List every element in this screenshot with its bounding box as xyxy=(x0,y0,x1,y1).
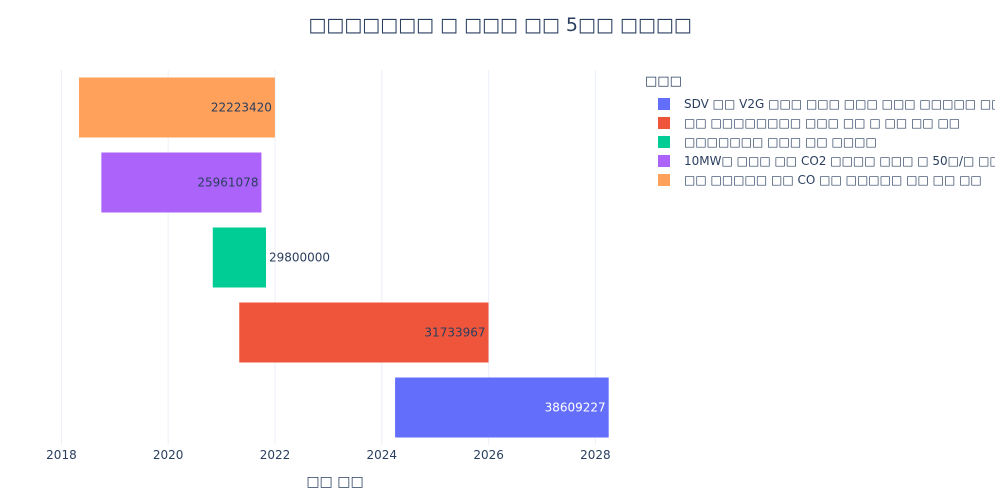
legend-label: □□ □□□□□ □□ CO □□ □□□□□ □□ □□ □□ xyxy=(684,172,982,187)
legend-item-4[interactable]: 10MW□ □□□ □□ CO2 □□□□ □□□ □ 50□/□ □□,□□ … xyxy=(658,151,995,170)
legend-label: □□□□□□□ □□□ □□ □□□□ xyxy=(684,134,877,149)
legend-swatch xyxy=(658,154,670,167)
bar-2[interactable] xyxy=(239,302,489,363)
bar-3[interactable] xyxy=(212,227,266,288)
legend-swatch xyxy=(658,116,670,129)
legend-item-2[interactable]: □□ □□□□□□□□ □□□ □□ □ □□ □□ □□ xyxy=(658,113,995,132)
bar-value-label: 29800000 xyxy=(269,251,330,265)
x-tick-label: 2020 xyxy=(153,448,184,462)
x-tick-label: 2026 xyxy=(473,448,504,462)
x-tick-label: 2028 xyxy=(580,448,611,462)
x-axis-title: □□ □□ xyxy=(306,474,364,490)
legend-label: SDV □□ V2G □□□ □□□ □□□ □□□ □□□□□ □□ □ □□… xyxy=(684,96,995,111)
bars: 38609227 31733967 29800000 25961078 22223420 xyxy=(78,77,609,438)
bar-value-label: 22223420 xyxy=(211,101,272,115)
x-tick-label: 2024 xyxy=(367,448,398,462)
legend-item-3[interactable]: □□□□□□□ □□□ □□ □□□□ xyxy=(658,132,995,151)
chart-title: □□□□□□□ □ □□□ □□ 5□□ □□□□ xyxy=(308,14,692,36)
x-tick-label: 2018 xyxy=(46,448,77,462)
bar-1[interactable] xyxy=(395,377,609,438)
x-axis-ticks: 2018 2020 2022 2024 2026 2028 xyxy=(46,448,610,462)
legend-title: □□□ xyxy=(645,74,682,89)
bar-4[interactable] xyxy=(101,152,262,213)
bar-5[interactable] xyxy=(78,77,275,138)
legend-label: □□ □□□□□□□□ □□□ □□ □ □□ □□ □□ xyxy=(684,115,961,130)
bar-value-label: 31733967 xyxy=(424,326,485,340)
x-tick-label: 2022 xyxy=(260,448,291,462)
legend-swatch xyxy=(658,173,670,186)
legend-item-5[interactable]: □□ □□□□□ □□ CO □□ □□□□□ □□ □□ □□ xyxy=(658,170,995,189)
legend-swatch xyxy=(658,97,670,110)
bar-value-label: 38609227 xyxy=(545,401,606,415)
bar-value-label: 25961078 xyxy=(197,176,258,190)
legend-swatch xyxy=(658,135,670,148)
legend: □□□ SDV □□ V2G □□□ □□□ □□□ □□□ □□□□□ □ □ … xyxy=(645,74,995,189)
legend-item-1[interactable]: SDV □□ V2G □□□ □□□ □□□ □□□ □□□□□ □□ □ □□… xyxy=(658,94,995,113)
legend-label: 10MW□ □□□ □□ CO2 □□□□ □□□ □ 50□/□ □□,□□ … xyxy=(684,153,995,168)
